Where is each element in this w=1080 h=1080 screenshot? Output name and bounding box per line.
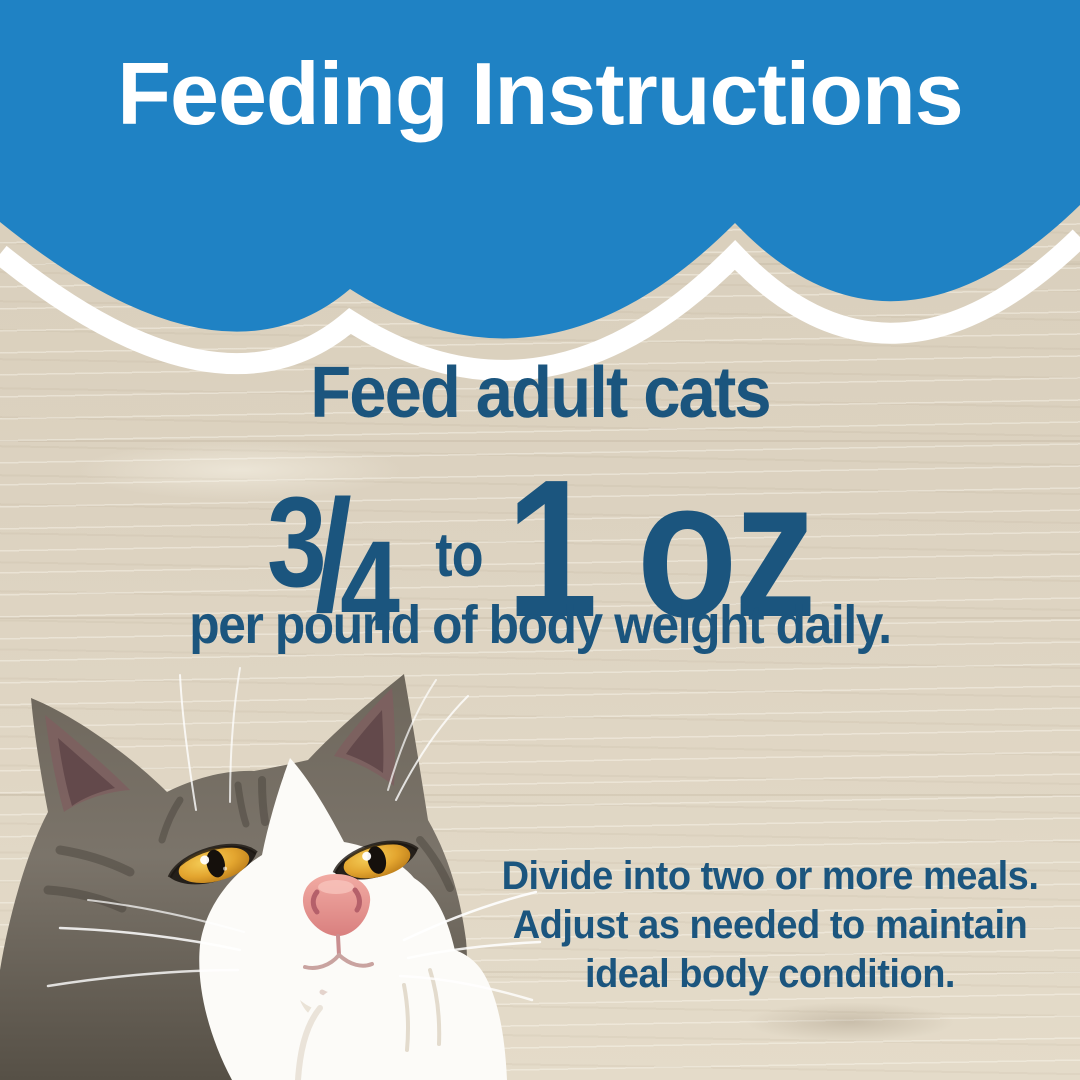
note-line-3: ideal body condition. <box>584 951 956 996</box>
note-line-1: Divide into two or more meals. <box>501 854 1039 898</box>
amount-low-denominator: 4 <box>340 515 400 658</box>
feeding-amount: 3/4 to 1 oz <box>86 436 993 661</box>
note-line-2: Adjust as needed to maintain <box>512 902 1028 947</box>
amount-low-fraction: 3/4 <box>267 468 400 658</box>
fraction-slash: / <box>315 468 352 644</box>
cloud-outline-stroke <box>0 229 1080 381</box>
cat-paw <box>290 946 507 1080</box>
cat-ear-inner <box>45 688 396 812</box>
amount-low-numerator: 3 <box>267 471 327 614</box>
cat-photo <box>0 667 542 1080</box>
cat-left-eye <box>167 843 258 885</box>
feeding-intro: Feed adult cats <box>310 353 771 433</box>
amount-high: 1 oz <box>506 439 816 658</box>
cat-whiskers <box>46 667 542 1002</box>
amount-connector: to <box>435 521 483 590</box>
cloud-banner <box>0 0 1080 381</box>
page-title: Feeding Instructions <box>117 44 963 143</box>
cloud-shape <box>0 0 1080 339</box>
cat-right-eye <box>332 840 419 880</box>
feeding-per-line: per pound of body weight daily. <box>189 595 892 655</box>
feeding-note: Divide into two or more meals. Adjust as… <box>457 852 1080 998</box>
